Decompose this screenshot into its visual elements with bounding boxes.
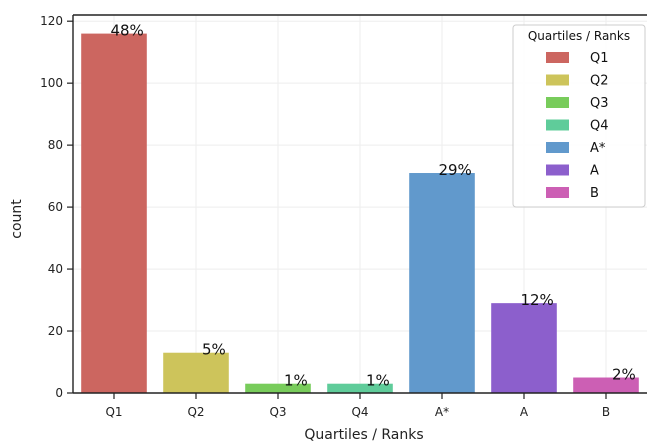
bar-data-labels: 48% 5% 1% 1% 29% 12% 2% [110, 22, 635, 390]
bar-A [491, 303, 557, 393]
legend-label-Q2: Q2 [590, 74, 609, 89]
x-tick-label-B: B [602, 405, 610, 419]
y-tick-label-3: 60 [48, 200, 63, 214]
data-label-B: 2% [612, 366, 636, 384]
data-label-A: 12% [520, 291, 553, 309]
data-label-Q2: 5% [202, 341, 226, 359]
x-tick-label-Q1: Q1 [105, 405, 122, 419]
x-tick-label-Q4: Q4 [351, 405, 368, 419]
bar-B [573, 377, 639, 393]
legend-swatch-A [546, 164, 569, 176]
y-tick-label-4: 80 [48, 138, 63, 152]
legend-label-A*: A* [590, 141, 606, 156]
bar-Q3 [245, 383, 311, 393]
bar-Q4 [327, 383, 393, 393]
y-ticks: 0 20 40 60 80 100 120 [40, 14, 73, 400]
legend-swatch-B [546, 187, 569, 198]
legend-label-Q1: Q1 [590, 51, 609, 66]
x-ticks: Q1 Q2 Q3 Q4 A* A B [105, 393, 610, 419]
bar-Q1 [81, 33, 147, 394]
y-tick-label-2: 40 [48, 262, 63, 276]
x-axis-label: Quartiles / Ranks [304, 427, 423, 443]
x-tick-label-Q2: Q2 [187, 405, 204, 419]
y-tick-label-1: 20 [48, 324, 63, 338]
data-label-A*: 29% [438, 161, 471, 179]
y-tick-label-5: 100 [40, 76, 63, 90]
legend-swatch-A* [546, 142, 569, 153]
y-axis-label: count [9, 199, 25, 239]
x-tick-label-A: A [520, 405, 529, 419]
bar-Q2 [163, 352, 229, 393]
legend-label-Q3: Q3 [590, 96, 609, 111]
legend-swatch-Q2 [546, 74, 569, 86]
bars [81, 33, 639, 394]
legend-items: Q1 Q2 Q3 Q4 A* AB [546, 51, 609, 201]
legend-frame [512, 24, 646, 208]
y-tick-label-6: 120 [40, 14, 63, 28]
data-label-Q1: 48% [110, 22, 143, 40]
y-tick-label-0: 0 [55, 386, 63, 400]
data-label-Q4: 1% [366, 372, 390, 390]
legend-swatch-Q4 [546, 119, 569, 131]
legend: Quartiles / Ranks Q1 Q2 Q3 Q4 A* AB [512, 24, 646, 208]
legend-label-Q4: Q4 [590, 119, 609, 134]
x-tick-label-A*: A* [435, 405, 449, 419]
x-tick-label-Q3: Q3 [269, 405, 286, 419]
legend-swatch-Q3 [546, 97, 569, 108]
legend-label-B: B [590, 186, 599, 201]
legend-label-A: A [590, 164, 599, 179]
data-label-Q3: 1% [284, 372, 308, 390]
legend-swatch-Q1 [546, 52, 569, 63]
legend-title: Quartiles / Ranks [528, 29, 630, 43]
bar-A* [409, 173, 475, 393]
